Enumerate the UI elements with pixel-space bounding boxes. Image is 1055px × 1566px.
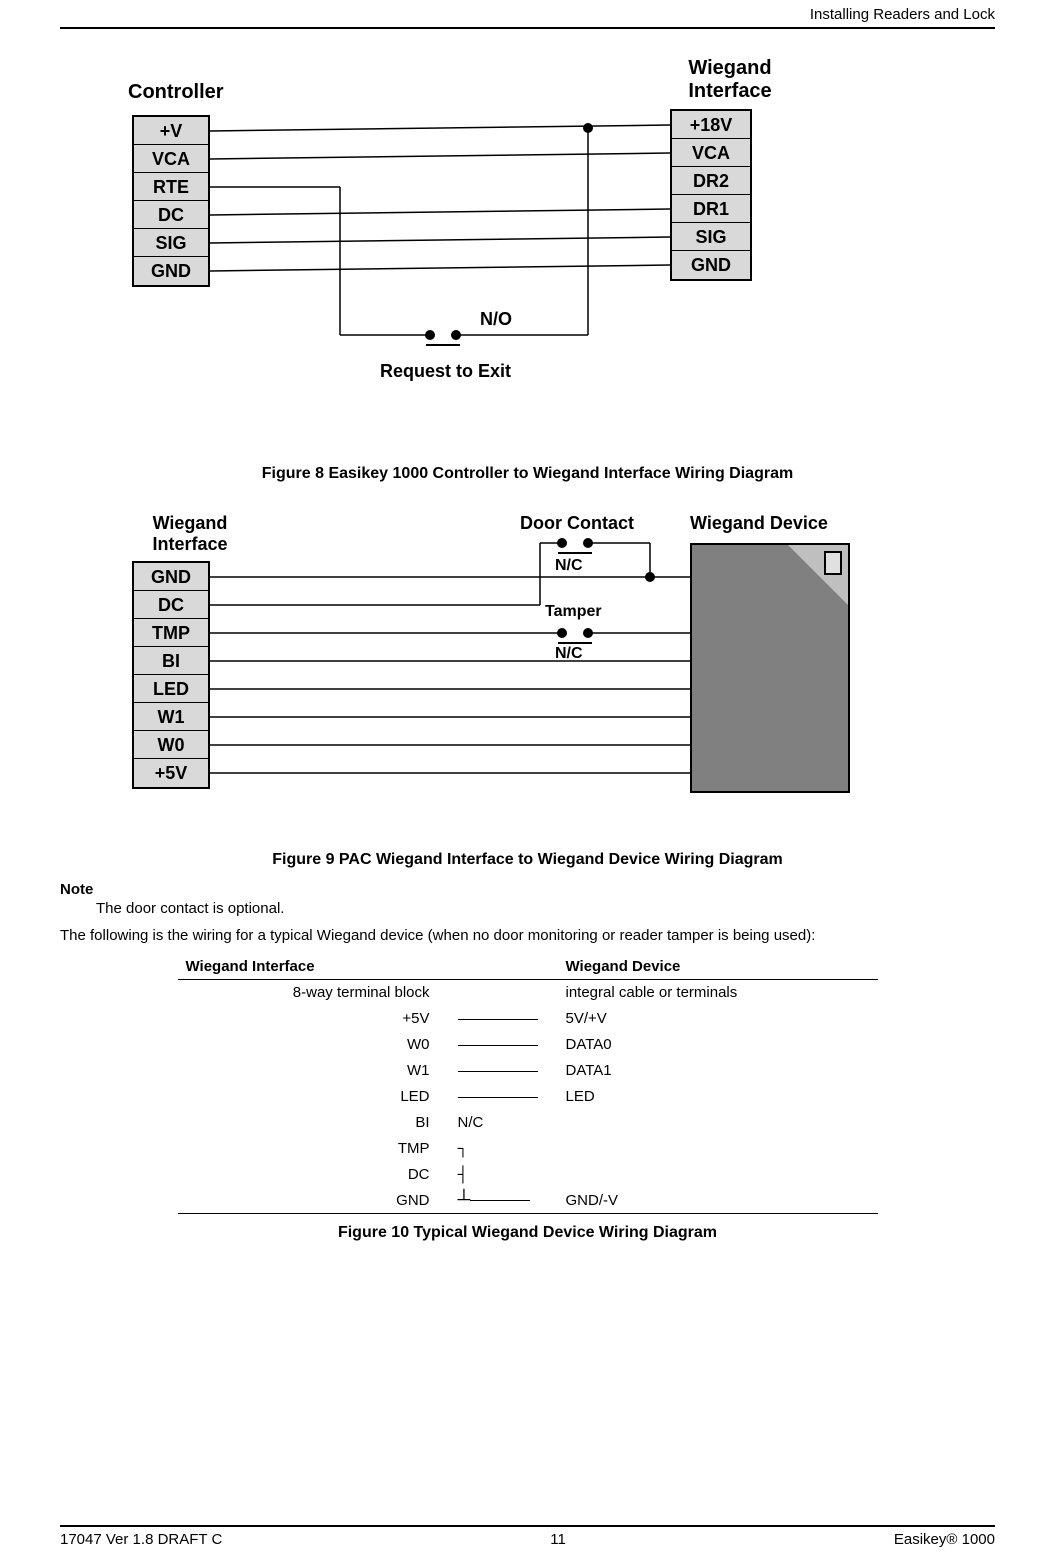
nc2-label: N/C (555, 645, 583, 663)
wire-line-icon (458, 1019, 538, 1020)
figure10-caption: Figure 10 Typical Wiegand Device Wiring … (60, 1224, 995, 1242)
rte-label: Request to Exit (380, 361, 511, 382)
footer-center: 11 (550, 1531, 566, 1548)
wire-line-icon (470, 1200, 530, 1201)
page-footer: 17047 Ver 1.8 DRAFT C 11 Easikey® 1000 (60, 1525, 995, 1548)
note-heading: Note (60, 881, 995, 898)
figure9-diagram: Wiegand Interface Door Contact Wiegand D… (60, 513, 995, 843)
figure8-diagram: Controller Wiegand Interface +V VCA RTE … (60, 57, 995, 457)
bracket-icon: ┴ (458, 1189, 471, 1209)
bracket-icon: ┐ (438, 1136, 558, 1162)
wire-line-icon (458, 1097, 538, 1098)
f8-wires (60, 57, 995, 457)
wire-line-icon (458, 1071, 538, 1072)
f9-wires (60, 513, 995, 843)
para-intro: The following is the wiring for a typica… (60, 927, 995, 944)
section-header: Installing Readers and Lock (60, 0, 995, 29)
wire-line-icon (458, 1045, 538, 1046)
footer-left: 17047 Ver 1.8 DRAFT C (60, 1531, 222, 1548)
footer-right: Easikey® 1000 (894, 1531, 995, 1548)
nc1-label: N/C (555, 557, 583, 575)
figure9-caption: Figure 9 PAC Wiegand Interface to Wiegan… (60, 851, 995, 869)
wiring-table: Wiegand Interface Wiegand Device 8-way t… (178, 954, 878, 1216)
note-body: The door contact is optional. (96, 900, 995, 917)
no-label: N/O (480, 309, 512, 330)
tamper-label: Tamper (545, 603, 602, 621)
figure8-caption: Figure 8 Easikey 1000 Controller to Wieg… (60, 465, 995, 483)
bracket-icon: ┤ (438, 1162, 558, 1188)
